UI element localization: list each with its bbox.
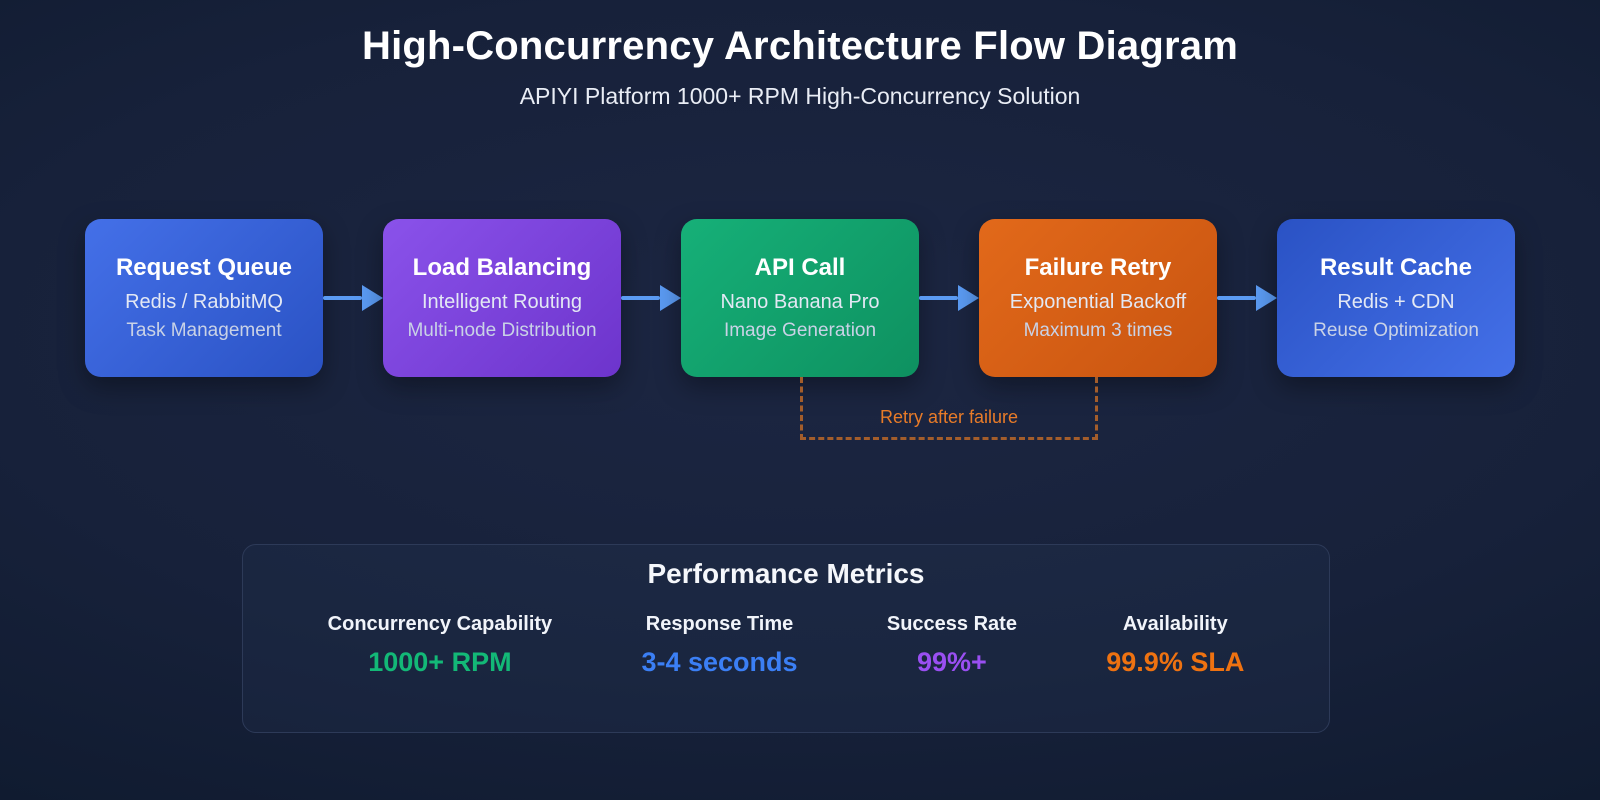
metric-success-rate: Success Rate 99%+ xyxy=(887,613,1017,678)
arrow-right-icon xyxy=(1217,285,1277,311)
arrow-head xyxy=(1256,285,1277,311)
retry-loop-connector: Retry after failure xyxy=(800,377,1098,440)
flow-node-request-queue: Request Queue Redis / RabbitMQ Task Mana… xyxy=(85,219,323,377)
node-title: Request Queue xyxy=(115,254,293,281)
arrow-line xyxy=(1217,296,1256,300)
flow-node-load-balancing: Load Balancing Intelligent Routing Multi… xyxy=(383,219,621,377)
metric-value: 1000+ RPM xyxy=(368,647,512,677)
flow-row: Request Queue Redis / RabbitMQ Task Mana… xyxy=(0,219,1600,377)
arrow-line xyxy=(323,296,362,300)
metric-label: Response Time xyxy=(645,613,794,635)
metric-response-time: Response Time 3-4 seconds xyxy=(641,613,797,678)
metric-label: Availability xyxy=(1122,613,1228,635)
arrow-right-icon xyxy=(323,285,383,311)
arrow-head xyxy=(362,285,383,311)
node-description: Multi-node Distribution xyxy=(407,320,597,341)
arrow-head xyxy=(660,285,681,311)
flow-node-result-cache: Result Cache Redis + CDN Reuse Optimizat… xyxy=(1277,219,1515,377)
arrow-head xyxy=(958,285,979,311)
arrow-line xyxy=(919,296,958,300)
node-description: Image Generation xyxy=(723,320,877,341)
page-title: High-Concurrency Architecture Flow Diagr… xyxy=(362,24,1238,68)
retry-loop-label: Retry after failure xyxy=(879,407,1019,427)
flow-node-failure-retry: Failure Retry Exponential Backoff Maximu… xyxy=(979,219,1217,377)
node-subtitle: Intelligent Routing xyxy=(421,291,583,313)
node-description: Maximum 3 times xyxy=(1023,320,1173,341)
flow-node-api-call: API Call Nano Banana Pro Image Generatio… xyxy=(681,219,919,377)
node-subtitle: Redis + CDN xyxy=(1337,291,1455,313)
node-title: Load Balancing xyxy=(412,254,592,281)
metric-label: Concurrency Capability xyxy=(327,613,553,635)
node-description: Reuse Optimization xyxy=(1313,320,1479,341)
node-subtitle: Nano Banana Pro xyxy=(720,291,880,313)
metrics-title: Performance Metrics xyxy=(647,558,925,589)
node-title: Failure Retry xyxy=(1024,254,1172,281)
metrics-panel: Performance Metrics Concurrency Capabili… xyxy=(242,544,1330,733)
metric-value: 99%+ xyxy=(917,647,987,677)
node-subtitle: Exponential Backoff xyxy=(1009,291,1187,313)
node-description: Task Management xyxy=(126,320,282,341)
arrow-line xyxy=(621,296,660,300)
metrics-row: Concurrency Capability 1000+ RPM Respons… xyxy=(243,613,1329,678)
metric-availability: Availability 99.9% SLA xyxy=(1106,613,1244,678)
metric-label: Success Rate xyxy=(886,613,1017,635)
metric-value: 3-4 seconds xyxy=(641,647,798,677)
page-subtitle: APIYI Platform 1000+ RPM High-Concurrenc… xyxy=(519,83,1081,109)
node-title: Result Cache xyxy=(1319,254,1473,281)
arrow-right-icon xyxy=(919,285,979,311)
header: High-Concurrency Architecture Flow Diagr… xyxy=(0,0,1600,110)
metric-value: 99.9% SLA xyxy=(1106,647,1245,677)
metric-concurrency-capability: Concurrency Capability 1000+ RPM xyxy=(328,613,553,678)
arrow-right-icon xyxy=(621,285,681,311)
node-subtitle: Redis / RabbitMQ xyxy=(125,291,283,313)
node-title: API Call xyxy=(754,254,846,281)
